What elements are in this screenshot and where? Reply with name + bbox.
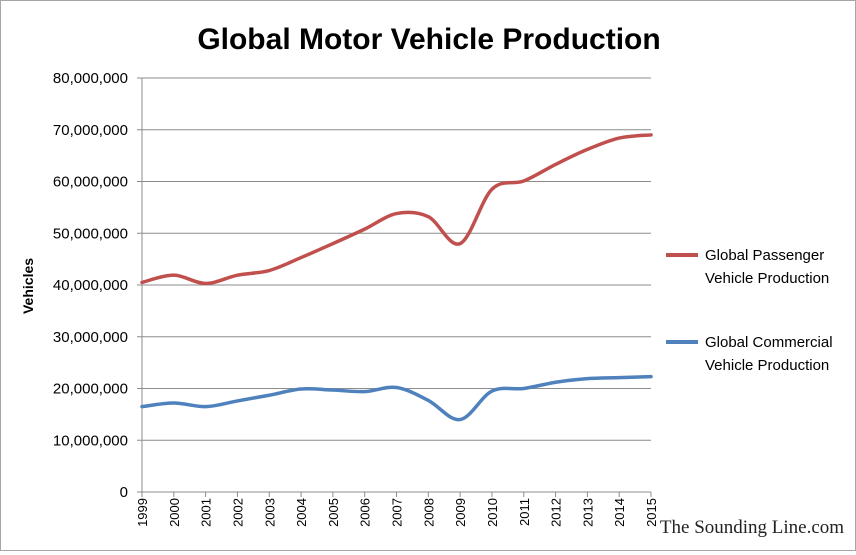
x-tick-label: 2013 — [580, 498, 595, 527]
legend-label: Global Passenger — [705, 247, 824, 264]
legend-label: Global Commercial — [705, 334, 833, 351]
x-tick-label: 2004 — [294, 498, 309, 527]
series-lines — [140, 133, 653, 422]
x-tick-label: 2010 — [485, 498, 500, 527]
x-tick-label: 2005 — [326, 498, 341, 527]
y-tick-labels: 0 10,000,000 20,000,000 30,000,000 40,000,00… — [53, 70, 128, 501]
series-line-0 — [140, 133, 653, 286]
y-tick-label: 60,000,000 — [53, 174, 128, 191]
y-tick-label: 0 — [120, 484, 128, 501]
x-tick-label: 2008 — [421, 498, 436, 527]
y-axis-label: Vehicles — [20, 258, 36, 314]
y-tick-label: 50,000,000 — [53, 225, 128, 242]
y-tick-label: 20,000,000 — [53, 381, 128, 398]
series-line-1 — [140, 374, 653, 422]
x-tick-label: 2007 — [390, 498, 405, 527]
x-tick-label: 2006 — [358, 498, 373, 527]
y-tick-label: 40,000,000 — [53, 277, 128, 294]
x-tick-labels: 1999 2000 2001 2002 2003 2004 2005 2006 2007 2008… — [135, 498, 659, 527]
x-tick-label: 1999 — [135, 498, 150, 527]
y-tick-label: 30,000,000 — [53, 329, 128, 346]
x-tick-label: 2011 — [517, 498, 532, 526]
chart-title: Global Motor Vehicle Production — [197, 23, 660, 56]
x-tick-label: 2003 — [262, 498, 277, 527]
legend-label: Vehicle Production — [705, 357, 829, 374]
x-tick-label: 2009 — [453, 498, 468, 527]
legend-label: Vehicle Production — [705, 270, 829, 287]
x-tick-label: 2001 — [199, 498, 214, 527]
x-tick-label: 2014 — [612, 498, 627, 527]
axes — [141, 78, 652, 497]
x-tick-label: 2002 — [230, 498, 245, 527]
x-tick-label: 2015 — [644, 498, 659, 527]
legend: Global Passenger Vehicle Production Global… — [666, 247, 833, 374]
y-tick-label: 10,000,000 — [53, 432, 128, 449]
watermark: The Sounding Line.com — [660, 517, 844, 538]
y-tick-label: 80,000,000 — [53, 70, 128, 87]
x-tick-label: 2012 — [549, 498, 564, 527]
gridlines — [137, 77, 651, 493]
y-tick-label: 70,000,000 — [53, 122, 128, 139]
x-tick-label: 2000 — [167, 498, 182, 527]
